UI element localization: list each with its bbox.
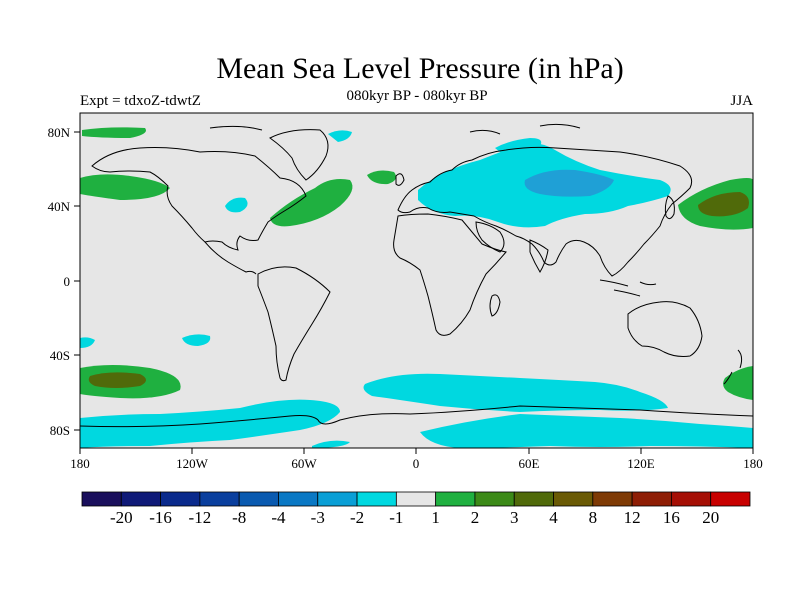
positive-patch-north-pacific-east bbox=[80, 174, 170, 200]
season-label: JJA bbox=[730, 93, 753, 109]
colorbar-swatch bbox=[278, 491, 319, 507]
colorbar-swatch bbox=[120, 491, 161, 507]
colorbar-swatch bbox=[553, 491, 594, 507]
colorbar-label: -16 bbox=[149, 508, 172, 527]
coastlines bbox=[79, 123, 754, 428]
map-panel bbox=[79, 112, 754, 449]
colorbar-swatch bbox=[199, 491, 240, 507]
madagascar-coast bbox=[489, 294, 501, 317]
negative-patch-arctic bbox=[495, 138, 542, 152]
lon-tick-label: 120W bbox=[176, 456, 209, 471]
south-america-coast bbox=[257, 266, 331, 382]
colorbar: -20 -16 -12 -8 -4 -3 -2 -1 1 2 3 4 8 12 16 20 bbox=[81, 491, 751, 527]
lon-tick-label: 180 bbox=[743, 456, 763, 471]
australia-coast bbox=[627, 301, 703, 357]
colorbar-label: 20 bbox=[702, 508, 719, 527]
colorbar-label: -4 bbox=[271, 508, 286, 527]
colorbar-label: 4 bbox=[549, 508, 558, 527]
colorbar-swatch bbox=[317, 491, 358, 507]
lon-tick-label: 60E bbox=[519, 456, 540, 471]
north-america-coast bbox=[91, 147, 307, 251]
positive-patch-greenland bbox=[82, 127, 146, 138]
colorbar-swatch bbox=[435, 491, 476, 507]
colorbar-label: 1 bbox=[431, 508, 440, 527]
lat-tick-label: 40S bbox=[50, 348, 70, 363]
lon-tick-label: 120E bbox=[627, 456, 655, 471]
new-zealand-coast bbox=[723, 349, 743, 385]
colorbar-label: -8 bbox=[232, 508, 246, 527]
india-coast bbox=[529, 239, 549, 273]
lat-axis bbox=[74, 131, 80, 431]
positive-patch-north-atlantic-small bbox=[367, 170, 396, 185]
colorbar-label: -1 bbox=[389, 508, 403, 527]
arabia-coast bbox=[475, 221, 505, 253]
lat-tick-label: 80S bbox=[50, 423, 70, 438]
colorbar-swatch bbox=[631, 491, 672, 507]
colorbar-swatch bbox=[238, 491, 279, 507]
lat-tick-label: 80N bbox=[48, 125, 71, 140]
negative-patch-south-pacific bbox=[182, 334, 211, 346]
negative-patch-southern-ocean-east bbox=[420, 414, 753, 448]
colorbar-swatch bbox=[160, 491, 201, 507]
colorbar-swatch bbox=[395, 491, 437, 507]
lon-tick-label: 180 bbox=[70, 456, 90, 471]
japan-coast bbox=[664, 195, 675, 220]
colorbar-label: -2 bbox=[350, 508, 364, 527]
negative-patch-north-atlantic bbox=[225, 197, 248, 213]
arctic-islands-coast bbox=[209, 123, 581, 135]
negative-patch-south-indian bbox=[363, 373, 668, 412]
negative-patch-southern-ocean-west bbox=[80, 399, 340, 448]
colorbar-swatch bbox=[592, 491, 633, 507]
eurasia-coast bbox=[397, 146, 693, 277]
colorbar-swatch bbox=[356, 491, 397, 507]
positive-patch-atlantic bbox=[270, 179, 353, 227]
colorbar-swatch bbox=[81, 491, 122, 507]
britain-coast bbox=[395, 173, 405, 186]
colorbar-swatch bbox=[474, 491, 515, 507]
colorbar-label: 8 bbox=[589, 508, 598, 527]
positive-patch-north-pacific-west-core bbox=[698, 192, 749, 217]
colorbar-swatch bbox=[671, 491, 712, 507]
lon-tick-label: 0 bbox=[413, 456, 420, 471]
negative-patch-antarctic-peninsula bbox=[312, 440, 350, 448]
colorbar-label: 12 bbox=[624, 508, 641, 527]
colorbar-label: -3 bbox=[311, 508, 325, 527]
negative-patch-southeast-pacific bbox=[80, 337, 95, 348]
indonesia-coast bbox=[599, 279, 657, 297]
negative-patch-siberia-core bbox=[524, 169, 614, 197]
colorbar-label: 3 bbox=[510, 508, 519, 527]
lat-tick-label: 40N bbox=[48, 199, 71, 214]
colorbar-label: -20 bbox=[110, 508, 133, 527]
antarctica-coast bbox=[79, 405, 754, 428]
anomaly-shading bbox=[80, 127, 753, 448]
colorbar-swatch bbox=[710, 491, 751, 507]
lon-axis bbox=[79, 448, 754, 454]
colorbar-label: 16 bbox=[663, 508, 680, 527]
colorbar-label: -12 bbox=[189, 508, 212, 527]
map-title: Mean Sea Level Pressure (in hPa) bbox=[216, 52, 624, 85]
colorbar-label: 2 bbox=[471, 508, 480, 527]
lat-tick-label: 0 bbox=[64, 274, 71, 289]
negative-patch-greenland-sea bbox=[328, 130, 352, 142]
period-label: 080kyr BP - 080kyr BP bbox=[346, 88, 488, 104]
positive-patch-south-pacific-east-core bbox=[88, 372, 146, 388]
greenland-coast bbox=[269, 129, 329, 181]
colorbar-swatch bbox=[513, 491, 554, 507]
africa-coast bbox=[393, 213, 507, 336]
experiment-label: Expt = tdxoZ-tdwtZ bbox=[80, 93, 201, 109]
central-america-coast bbox=[204, 241, 257, 275]
lon-tick-label: 60W bbox=[291, 456, 317, 471]
